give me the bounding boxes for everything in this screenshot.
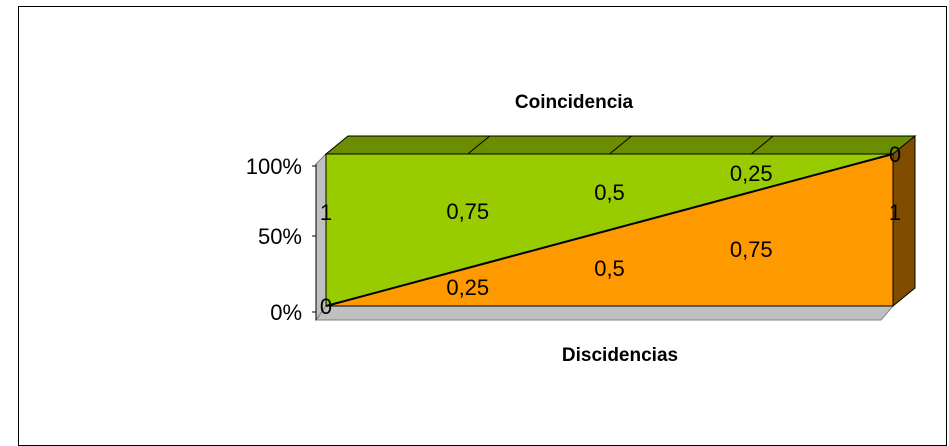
y-tick-label: 0% <box>270 300 302 325</box>
floor <box>315 305 895 321</box>
data-label-top: 0,75 <box>446 199 489 224</box>
y-axis-ticks: 0% 50% 100% <box>246 154 316 325</box>
data-label-top: 0 <box>889 142 901 167</box>
top-face-divider <box>750 135 774 155</box>
chart-top-faces <box>324 134 917 308</box>
top-face-divider <box>467 135 491 155</box>
series-boundary-line <box>325 153 894 307</box>
chart-walls <box>315 152 895 322</box>
data-label-bottom: 0,5 <box>594 256 625 281</box>
y-tick-label: 100% <box>246 154 302 179</box>
x-axis-label: Discidencias <box>562 345 678 366</box>
chart-area: 0 1 0,25 0,75 0,5 0,5 0,75 0,25 1 0 0% 50% 100% Coi… <box>246 92 917 366</box>
y-tick-label: 50% <box>258 224 302 249</box>
data-label-bottom: 0,25 <box>446 275 489 300</box>
chart-data-labels: 0 1 0,25 0,75 0,5 0,5 0,75 0,25 1 0 <box>320 142 901 319</box>
data-label-top: 0,5 <box>594 180 625 205</box>
top-face-divider <box>609 135 632 155</box>
chart-title: Coincidencia <box>515 92 634 113</box>
data-label-bottom: 0,75 <box>730 237 773 262</box>
chart-series-areas <box>325 153 894 307</box>
data-label-top: 1 <box>320 200 332 225</box>
data-label-bottom: 1 <box>889 200 901 225</box>
data-label-bottom: 0 <box>320 294 332 319</box>
data-label-top: 0,25 <box>730 161 773 186</box>
right-face <box>892 134 916 308</box>
